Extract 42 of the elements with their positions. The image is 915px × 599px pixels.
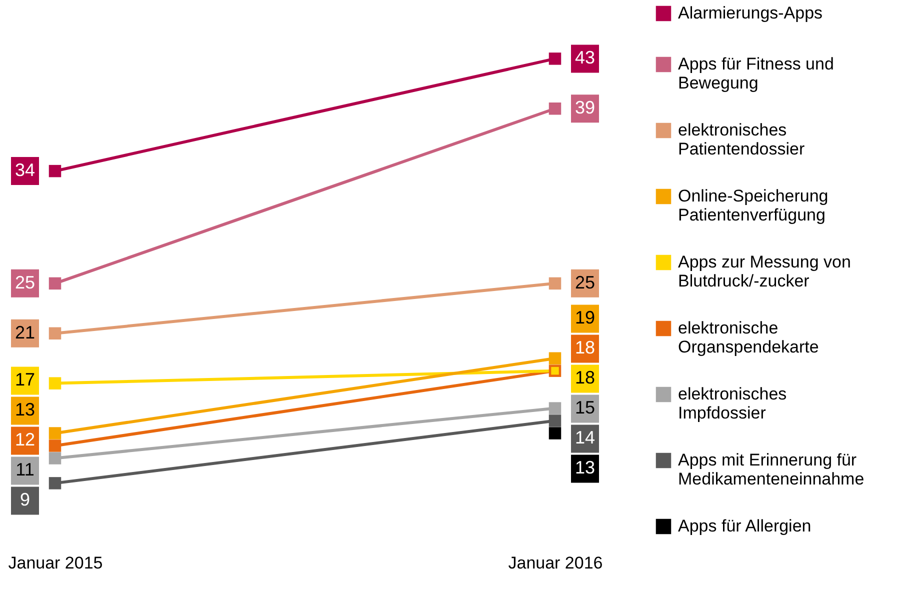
- point: [548, 277, 562, 290]
- point: [548, 414, 562, 427]
- legend-label: Apps zur Messung von Blutdruck/-zucker: [678, 252, 851, 290]
- data-label: 9: [20, 490, 30, 510]
- legend-label: Apps mit Erinnerung für Medikamenteneinnahme: [678, 450, 864, 488]
- data-label: 25: [14, 272, 36, 292]
- legend-label: elektronisches Impfdossier: [678, 384, 787, 422]
- legend-label: Alarmierungs-Apps: [678, 4, 823, 22]
- point: [48, 440, 62, 452]
- data-label: 12: [14, 430, 36, 450]
- data-label: 18: [574, 338, 596, 358]
- point: [548, 402, 562, 414]
- data-label: 11: [16, 460, 34, 480]
- point: [548, 52, 562, 65]
- data-label: 43: [574, 48, 596, 68]
- data-label: 13: [574, 458, 596, 478]
- data-label: 39: [574, 98, 596, 118]
- legend-label: Apps für Fitness und Bewegung: [678, 54, 834, 92]
- legend-label: Online-Speicherung Patientenverfügung: [678, 186, 828, 224]
- x-tick-label: Januar 2016: [508, 554, 603, 572]
- point: [48, 477, 62, 490]
- point: [48, 452, 62, 464]
- data-label: 25: [574, 272, 596, 292]
- data-label: 15: [574, 398, 596, 418]
- x-tick-label: Januar 2015: [8, 554, 103, 572]
- point: [548, 102, 562, 115]
- legend-label: elektronisches Patientendossier: [678, 120, 805, 158]
- point: [48, 327, 62, 340]
- data-label: 18: [574, 368, 596, 388]
- data-label: 34: [14, 160, 36, 180]
- point: [48, 427, 62, 440]
- data-label: 13: [14, 400, 36, 420]
- point: [48, 277, 62, 290]
- data-label: 21: [14, 322, 36, 342]
- legend-label: Apps für Allergien: [678, 516, 812, 536]
- data-label: 19: [574, 308, 596, 328]
- point: [548, 352, 562, 364]
- data-label: 17: [14, 370, 36, 390]
- point: [548, 427, 562, 440]
- point: [48, 164, 62, 178]
- data-label: 14: [574, 428, 596, 448]
- legend-label: elektronische Organspendekarte: [678, 318, 819, 356]
